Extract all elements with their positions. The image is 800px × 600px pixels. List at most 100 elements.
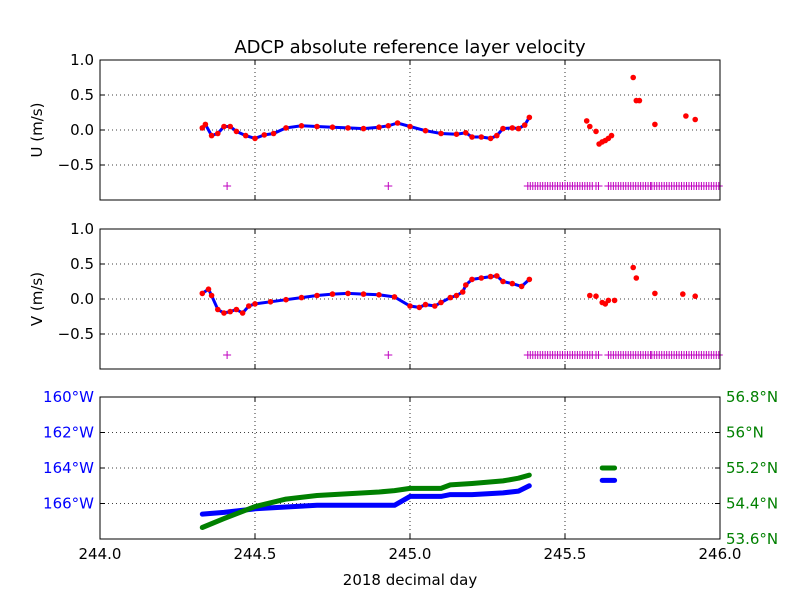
latitude-tick-label: 56°N — [726, 424, 764, 442]
v-data-point — [199, 290, 206, 297]
u-data-point — [438, 130, 444, 137]
u-data-point — [298, 123, 305, 129]
v-data-point — [526, 276, 533, 283]
v-data-point — [215, 306, 221, 313]
u-data-point — [215, 130, 221, 137]
v-data-point — [587, 292, 593, 299]
u-data-point — [583, 118, 590, 124]
u-data-point — [376, 124, 382, 130]
u-data-point — [261, 132, 268, 138]
longitude-tick-label: 164°W — [43, 459, 94, 477]
v-data-point — [518, 283, 525, 290]
v-data-point — [453, 292, 460, 299]
u-data-point — [494, 132, 500, 139]
u-data-point — [630, 74, 636, 81]
u-data-point — [283, 125, 289, 131]
longitude-tick-label: 162°W — [43, 424, 94, 442]
v-data-point — [283, 296, 289, 303]
v-data-point — [233, 306, 240, 313]
position-series — [199, 465, 618, 530]
v-data-point — [463, 282, 469, 288]
position-panel: 244.0 244.5 245.0 245.5 246.0 166°W 164°W 162°W… — [43, 388, 778, 589]
v-data-point — [298, 294, 305, 301]
v-data-point — [611, 297, 618, 304]
v-data-point — [478, 275, 485, 281]
u-y-tick-label: −0.5 — [58, 156, 94, 174]
v-flag-marker — [594, 351, 603, 359]
v-data-point — [447, 294, 454, 301]
u-data-point — [683, 113, 689, 119]
u-data-point — [469, 134, 475, 140]
u-y-tick-label: 0.5 — [70, 86, 94, 104]
v-data-point — [345, 290, 351, 297]
u-flag-marker — [384, 182, 393, 190]
u-data-point — [692, 116, 698, 123]
v-y-tick-label: 0.5 — [70, 255, 94, 273]
u-y-tick-label: 1.0 — [70, 51, 94, 69]
v-data-point — [416, 304, 423, 311]
u-data-point — [233, 128, 240, 135]
v-data-point — [432, 303, 438, 309]
v-data-point — [252, 301, 258, 307]
v-data-point — [239, 310, 246, 316]
u-data-point — [636, 97, 643, 104]
v-y-tick-label: −0.5 — [58, 325, 94, 343]
u-data-point — [345, 125, 351, 131]
u-data-point — [652, 121, 658, 128]
u-data-point — [515, 125, 522, 132]
u-data-point — [463, 130, 469, 136]
v-ticks: −0.5 0.0 0.5 1.0 — [58, 220, 720, 369]
v-grid — [100, 229, 720, 369]
u-grid — [100, 60, 720, 200]
v-data-point — [205, 286, 212, 293]
u-data-point — [270, 130, 277, 137]
latitude-tick-label: 54.4°N — [726, 495, 778, 513]
u-y-tick-label: 0.0 — [70, 121, 94, 139]
v-data-point — [630, 264, 636, 271]
v-data-point — [494, 273, 500, 279]
u-flag-marker — [714, 182, 723, 190]
v-data-point — [469, 276, 475, 283]
u-data-point — [526, 114, 533, 121]
u-data-point — [202, 121, 209, 128]
v-data-point — [208, 292, 215, 299]
u-data-point — [329, 124, 336, 130]
u-data-point — [360, 125, 367, 132]
position-x-tick-label: 245.0 — [389, 545, 432, 563]
u-data-point — [385, 123, 392, 129]
v-data-point — [391, 294, 398, 300]
longitude-tick-label: 160°W — [43, 388, 94, 406]
u-series — [199, 74, 723, 190]
u-panel: −0.5 0.0 0.5 1.0 U (m/s) — [28, 51, 723, 201]
u-data-point — [221, 123, 227, 130]
v-data-point — [459, 289, 466, 295]
u-data-point — [587, 123, 593, 130]
position-grid — [100, 397, 720, 539]
u-data-point — [208, 132, 215, 139]
latitude-tick-label: 53.6°N — [726, 530, 778, 548]
u-data-point — [314, 123, 320, 130]
v-data-point — [652, 290, 658, 297]
u-data-point — [608, 132, 615, 139]
u-ylabel: U (m/s) — [28, 103, 46, 158]
v-data-point — [376, 292, 382, 298]
u-data-point — [593, 128, 599, 135]
v-data-point — [329, 291, 336, 297]
v-data-point — [422, 301, 429, 308]
u-data-point — [252, 135, 258, 142]
u-data-point — [422, 127, 429, 134]
u-data-point — [227, 123, 233, 130]
u-data-point — [407, 123, 413, 130]
v-data-point — [221, 310, 227, 316]
latitude-track — [199, 472, 532, 530]
v-flag-marker — [384, 351, 393, 359]
v-panel: −0.5 0.0 0.5 1.0 V (m/s) — [28, 220, 723, 370]
longitude-track — [199, 483, 532, 517]
u-data-point — [453, 131, 460, 137]
v-ylabel: V (m/s) — [28, 272, 46, 326]
u-flag-marker — [223, 182, 232, 190]
v-y-tick-label: 0.0 — [70, 290, 94, 308]
position-x-tick-label: 246.0 — [699, 545, 742, 563]
x-axis-label: 2018 decimal day — [343, 571, 478, 589]
u-data-point — [478, 134, 485, 140]
